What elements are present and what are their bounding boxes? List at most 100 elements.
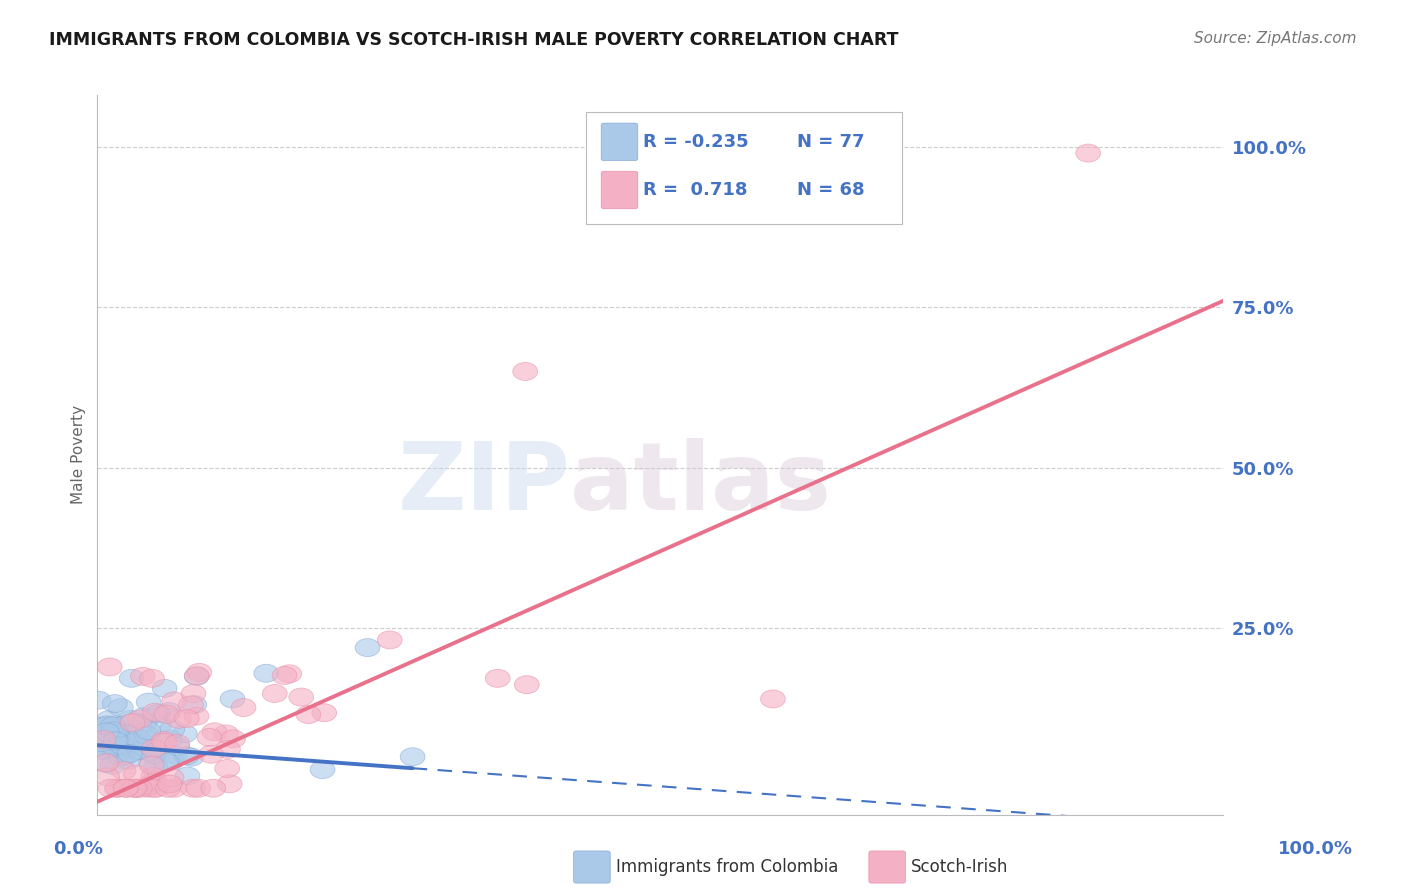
Ellipse shape <box>122 733 148 752</box>
Ellipse shape <box>105 780 131 797</box>
Text: N = 68: N = 68 <box>797 181 865 199</box>
Ellipse shape <box>89 733 114 752</box>
Ellipse shape <box>513 362 537 380</box>
Ellipse shape <box>122 780 148 797</box>
Ellipse shape <box>1076 145 1101 162</box>
Ellipse shape <box>100 756 125 774</box>
Ellipse shape <box>128 741 152 760</box>
Ellipse shape <box>142 772 167 789</box>
Ellipse shape <box>515 676 538 694</box>
Ellipse shape <box>114 738 138 756</box>
Ellipse shape <box>165 735 190 753</box>
Ellipse shape <box>159 769 184 787</box>
Ellipse shape <box>127 741 152 759</box>
Text: 0.0%: 0.0% <box>53 840 104 858</box>
Ellipse shape <box>141 746 166 764</box>
Ellipse shape <box>139 669 165 688</box>
Ellipse shape <box>152 680 177 698</box>
Ellipse shape <box>115 736 141 755</box>
Ellipse shape <box>401 747 425 765</box>
Ellipse shape <box>139 756 165 774</box>
Ellipse shape <box>115 725 141 743</box>
Ellipse shape <box>91 731 115 748</box>
Ellipse shape <box>156 703 181 721</box>
Ellipse shape <box>356 639 380 657</box>
Ellipse shape <box>157 775 183 793</box>
Ellipse shape <box>153 706 179 723</box>
Text: R = -0.235: R = -0.235 <box>644 133 749 151</box>
Ellipse shape <box>186 780 211 797</box>
Ellipse shape <box>180 780 205 797</box>
Text: Immigrants from Colombia: Immigrants from Colombia <box>616 858 838 876</box>
Ellipse shape <box>166 710 191 728</box>
Text: ZIP: ZIP <box>398 438 571 530</box>
Ellipse shape <box>179 696 204 714</box>
Ellipse shape <box>215 740 240 758</box>
Ellipse shape <box>131 667 155 685</box>
Ellipse shape <box>153 753 179 771</box>
Text: atlas: atlas <box>571 438 831 530</box>
Ellipse shape <box>115 751 141 769</box>
Ellipse shape <box>312 704 336 722</box>
Ellipse shape <box>215 759 239 778</box>
Ellipse shape <box>152 731 176 749</box>
Ellipse shape <box>114 780 138 797</box>
Ellipse shape <box>135 726 159 744</box>
Ellipse shape <box>173 725 197 743</box>
Ellipse shape <box>273 666 297 684</box>
Ellipse shape <box>98 780 122 797</box>
Ellipse shape <box>254 665 278 682</box>
Ellipse shape <box>104 724 129 743</box>
Y-axis label: Male Poverty: Male Poverty <box>72 405 86 505</box>
Ellipse shape <box>143 758 169 777</box>
Ellipse shape <box>108 730 134 747</box>
Ellipse shape <box>127 730 150 748</box>
Ellipse shape <box>110 736 134 755</box>
Ellipse shape <box>162 692 187 710</box>
Ellipse shape <box>124 765 149 783</box>
Ellipse shape <box>108 716 134 735</box>
Ellipse shape <box>91 741 115 760</box>
Ellipse shape <box>136 722 160 739</box>
Ellipse shape <box>152 733 177 751</box>
Ellipse shape <box>174 747 200 764</box>
Ellipse shape <box>118 710 142 729</box>
Ellipse shape <box>120 669 143 687</box>
Ellipse shape <box>174 709 200 728</box>
Ellipse shape <box>128 710 152 728</box>
Ellipse shape <box>221 730 246 747</box>
Ellipse shape <box>121 734 146 752</box>
Ellipse shape <box>97 717 122 735</box>
Ellipse shape <box>142 703 167 722</box>
Ellipse shape <box>101 722 127 740</box>
Ellipse shape <box>141 767 166 786</box>
Ellipse shape <box>162 780 187 797</box>
Ellipse shape <box>111 762 136 780</box>
Ellipse shape <box>94 723 120 740</box>
Ellipse shape <box>125 780 149 797</box>
Ellipse shape <box>181 684 205 703</box>
Ellipse shape <box>120 714 145 731</box>
Ellipse shape <box>91 738 117 756</box>
Ellipse shape <box>103 731 128 750</box>
Ellipse shape <box>231 698 256 716</box>
Ellipse shape <box>94 754 118 772</box>
Ellipse shape <box>118 745 142 763</box>
Ellipse shape <box>146 705 170 723</box>
Ellipse shape <box>110 743 135 762</box>
Ellipse shape <box>165 738 190 756</box>
Ellipse shape <box>160 720 184 739</box>
Text: IMMIGRANTS FROM COLOMBIA VS SCOTCH-IRISH MALE POVERTY CORRELATION CHART: IMMIGRANTS FROM COLOMBIA VS SCOTCH-IRISH… <box>49 31 898 49</box>
Ellipse shape <box>162 746 187 764</box>
Ellipse shape <box>221 690 245 708</box>
Ellipse shape <box>104 780 129 797</box>
Ellipse shape <box>131 708 156 726</box>
Ellipse shape <box>202 723 226 741</box>
Text: Source: ZipAtlas.com: Source: ZipAtlas.com <box>1194 31 1357 46</box>
Ellipse shape <box>214 725 239 743</box>
Ellipse shape <box>218 775 242 793</box>
Ellipse shape <box>184 667 209 685</box>
Ellipse shape <box>97 711 121 729</box>
Ellipse shape <box>103 695 127 713</box>
Ellipse shape <box>311 761 335 779</box>
